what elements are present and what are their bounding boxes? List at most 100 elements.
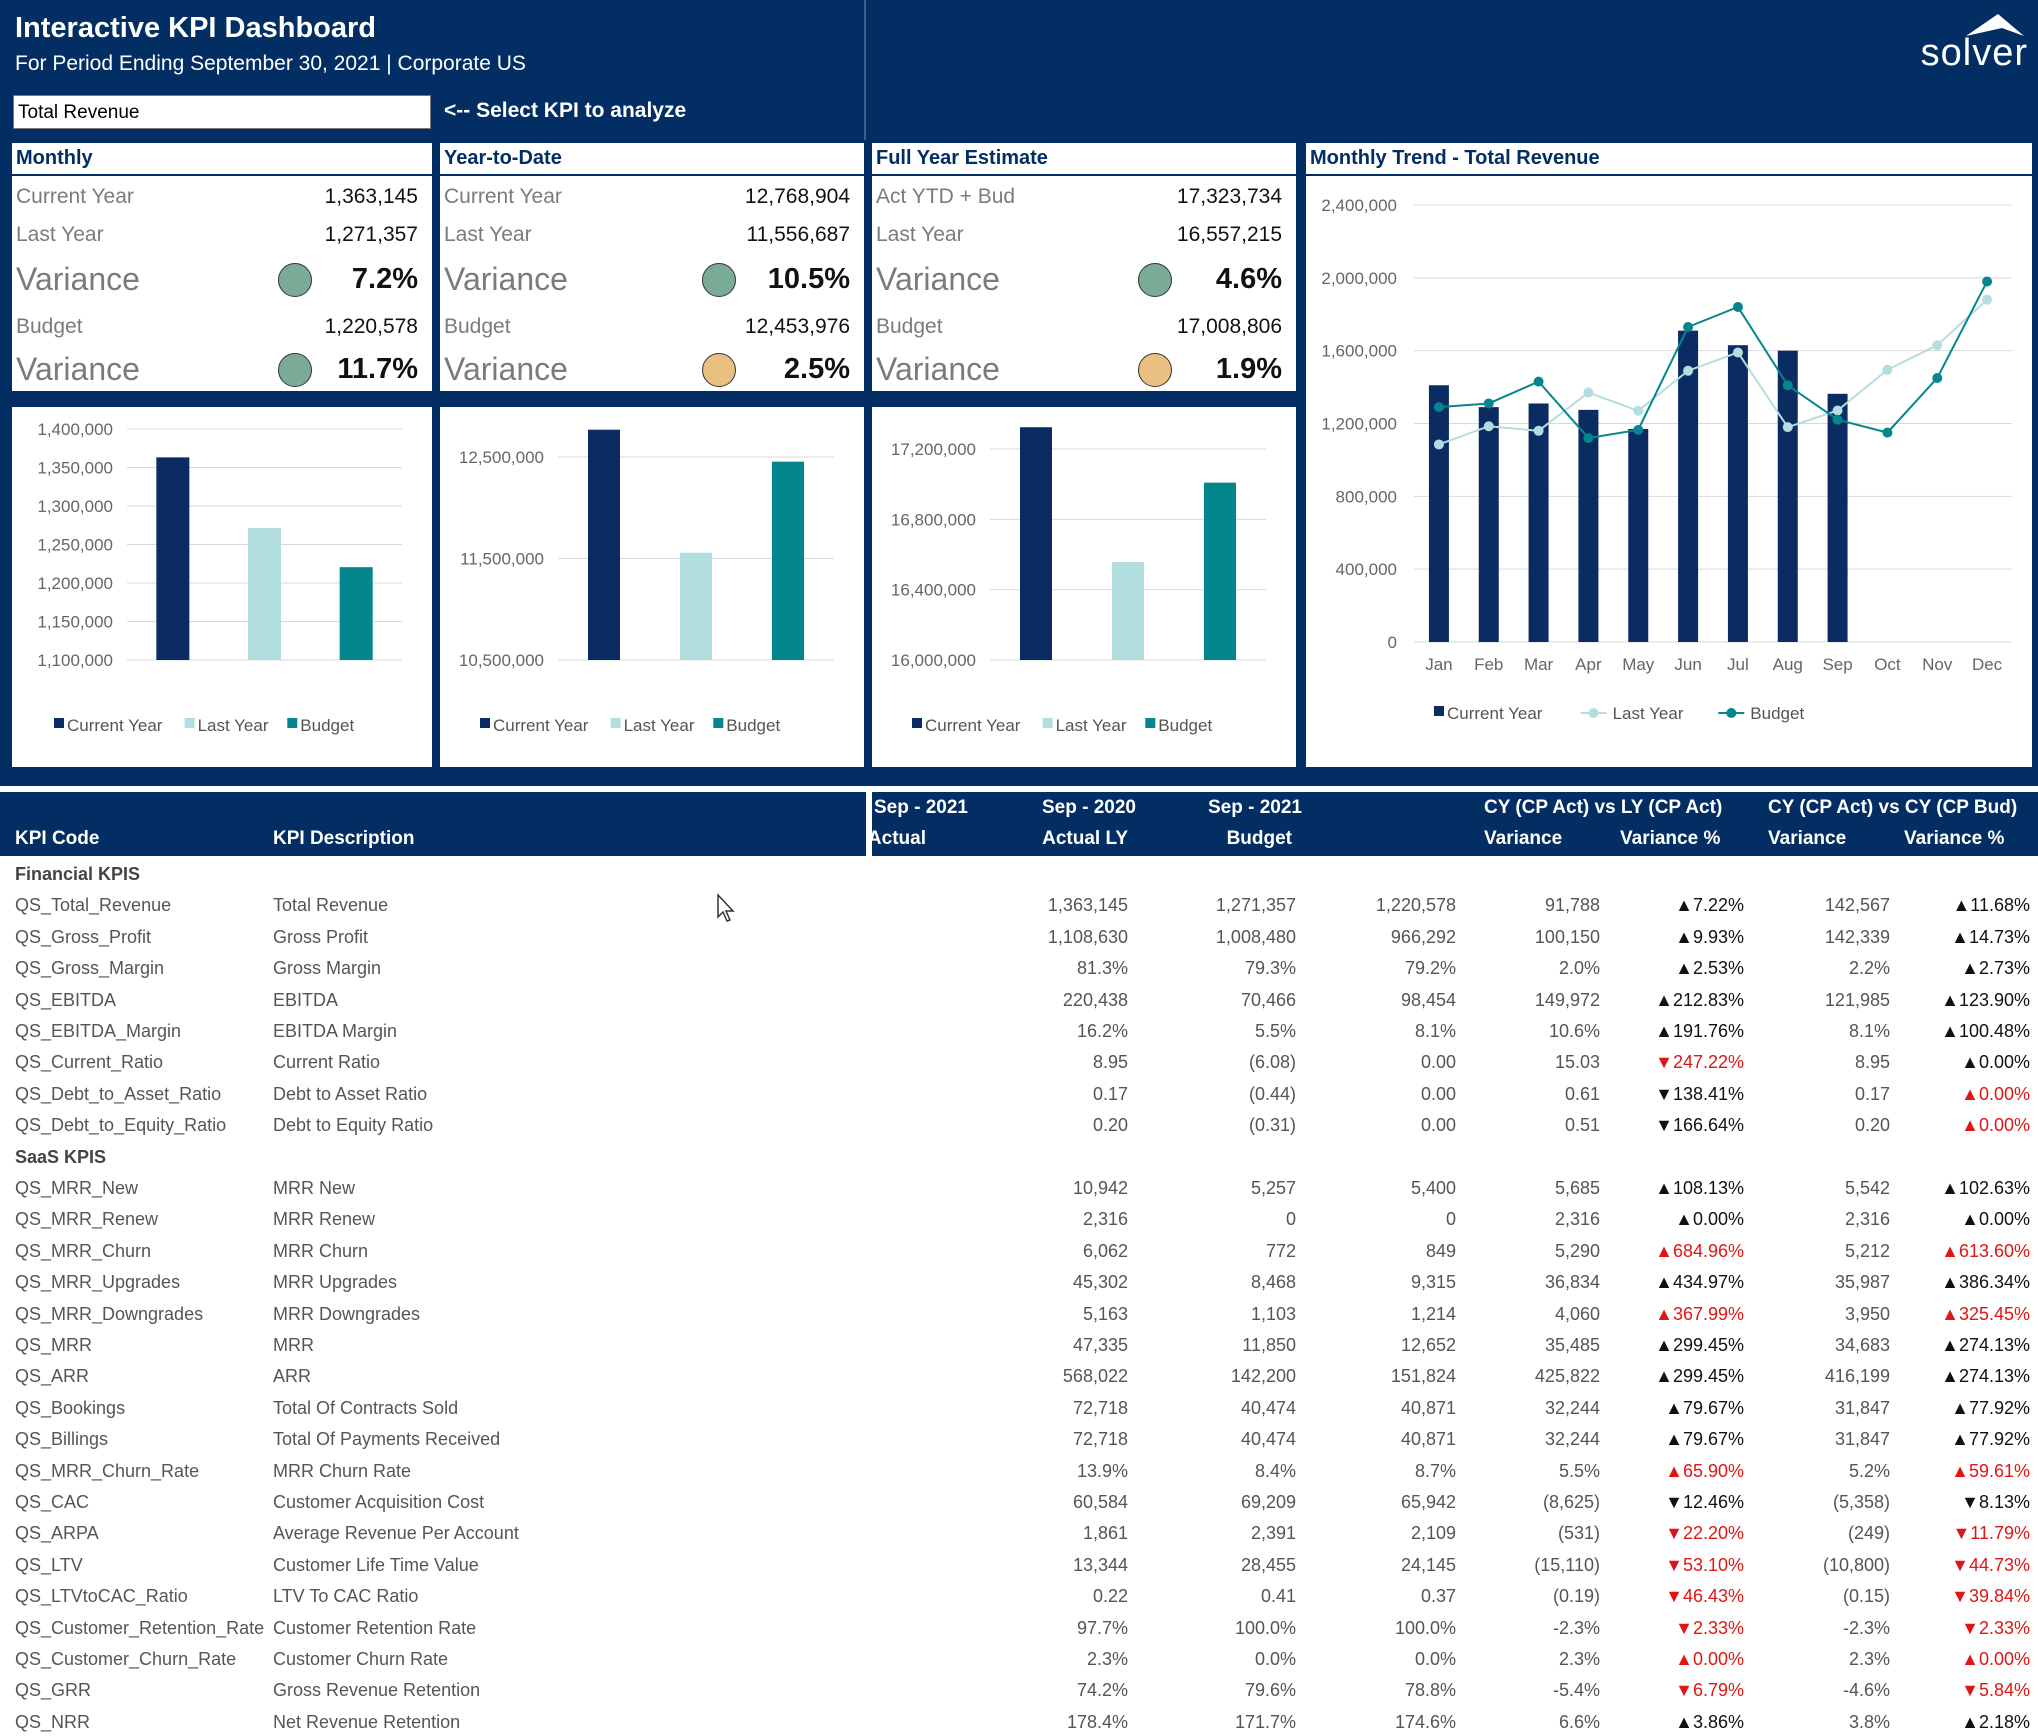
table-row[interactable]: QS_ARR ARR 568,022 142,200 151,824 425,822 ▲29…: [0, 1360, 2038, 1391]
col-variance-bud[interactable]: Variance: [1768, 828, 1847, 849]
point-budget[interactable]: [1583, 433, 1594, 444]
bar-last-year[interactable]: [680, 552, 712, 660]
actual-ly-cell: 69,209: [1240, 1492, 1296, 1512]
table-row[interactable]: QS_LTVtoCAC_Ratio LTV To CAC Ratio 0.22 0.4…: [0, 1580, 2038, 1611]
table-row[interactable]: QS_EBITDA_Margin EBITDA Margin 16.2% 5.5% 8.…: [0, 1015, 2038, 1046]
table-row[interactable]: QS_GRR Gross Revenue Retention 74.2% 79.6% 7…: [0, 1674, 2038, 1705]
point-budget[interactable]: [1533, 376, 1544, 387]
point-budget[interactable]: [1732, 301, 1743, 312]
table-row[interactable]: QS_MRR_New MRR New 10,942 5,257 5,400 5,685 ▲1…: [0, 1172, 2038, 1203]
col-variance-pct-bud[interactable]: Variance %: [1904, 828, 2005, 849]
point-last-year[interactable]: [1882, 364, 1893, 375]
bar-budget[interactable]: [1204, 482, 1236, 660]
variance-pct-bud-cell: ▼8.13%: [1961, 1492, 2030, 1512]
point-budget[interactable]: [1832, 414, 1843, 425]
actual-cell: 6,062: [1082, 1240, 1128, 1261]
table-row[interactable]: QS_MRR_Downgrades MRR Downgrades 5,163 1,10…: [0, 1298, 2038, 1329]
actual-cell: 72,718: [1072, 1429, 1128, 1450]
point-last-year[interactable]: [1683, 365, 1694, 376]
table-row[interactable]: QS_MRR_Churn MRR Churn 6,062 772 849 5,290 ▲68…: [0, 1235, 2038, 1266]
point-budget[interactable]: [1982, 276, 1993, 287]
table-row[interactable]: QS_Customer_Retention_Rate Customer Reten…: [0, 1612, 2038, 1643]
table-row[interactable]: QS_MRR_Upgrades MRR Upgrades 45,302 8,468 9,…: [0, 1266, 2038, 1297]
variance-bud-cell: 2.2%: [1848, 958, 1890, 979]
budget-row: Budget 17,008,806: [876, 311, 1282, 345]
bar-last-year[interactable]: [248, 528, 281, 660]
col-kpi-description[interactable]: KPI Description: [273, 828, 415, 849]
col-variance-ly[interactable]: Variance: [1484, 828, 1563, 849]
kpi-code-cell: QS_EBITDA: [15, 989, 117, 1010]
bar-current-year-jan[interactable]: [1428, 385, 1449, 642]
table-row[interactable]: QS_LTV Customer Life Time Value 13,344 28,4…: [0, 1549, 2038, 1580]
table-row[interactable]: QS_EBITDA EBITDA 220,438 70,466 98,454 149,97…: [0, 984, 2038, 1015]
table-row[interactable]: QS_Customer_Churn_Rate Customer Churn Rat…: [0, 1643, 2038, 1674]
budget-cell: 9,315: [1410, 1272, 1456, 1293]
point-budget[interactable]: [1932, 372, 1943, 383]
table-row[interactable]: QS_CAC Customer Acquisition Cost 60,584 69,…: [0, 1486, 2038, 1517]
bar-current-year-apr[interactable]: [1578, 409, 1599, 642]
bar-current-year-jul[interactable]: [1727, 345, 1748, 642]
bar-current-year-sep[interactable]: [1827, 393, 1848, 642]
bar-current-year[interactable]: [588, 429, 620, 660]
kpi-select-dropdown[interactable]: Total Revenue: [13, 95, 431, 129]
variance-label: Variance: [876, 261, 1000, 297]
table-row[interactable]: QS_MRR MRR 47,335 11,850 12,652 35,485 ▲299.45…: [0, 1329, 2038, 1360]
actual-cell: 8.95: [1092, 1052, 1128, 1073]
point-budget[interactable]: [1433, 402, 1444, 413]
bar-current-year[interactable]: [1020, 427, 1052, 660]
budget-cell: 8.7%: [1414, 1460, 1456, 1481]
point-last-year[interactable]: [1732, 347, 1743, 358]
variance-pct-bud-cell: ▲0.00%: [1961, 1649, 2030, 1669]
col-variance-pct-ly[interactable]: Variance %: [1620, 828, 1721, 849]
bar-current-year-may[interactable]: [1628, 428, 1649, 642]
table-row[interactable]: QS_ARPA Average Revenue Per Account 1,861 2…: [0, 1517, 2038, 1548]
bar-current-year-jun[interactable]: [1678, 330, 1699, 642]
point-budget[interactable]: [1483, 398, 1494, 409]
table-row[interactable]: QS_Debt_to_Equity_Ratio Debt to Equity Ra…: [0, 1109, 2038, 1140]
legend-label: Last Year: [1613, 704, 1684, 723]
point-last-year[interactable]: [1832, 405, 1843, 416]
point-last-year[interactable]: [1433, 439, 1444, 450]
bar-current-year-aug[interactable]: [1777, 350, 1798, 642]
point-last-year[interactable]: [1633, 405, 1644, 416]
actual-cell: 81.3%: [1076, 958, 1128, 979]
point-budget[interactable]: [1882, 427, 1893, 438]
point-last-year[interactable]: [1483, 421, 1494, 432]
bar-current-year[interactable]: [156, 457, 190, 660]
bar-last-year[interactable]: [1112, 562, 1144, 660]
point-budget[interactable]: [1683, 321, 1694, 332]
bar-current-year-feb[interactable]: [1478, 407, 1499, 642]
point-last-year[interactable]: [1533, 425, 1544, 436]
point-budget[interactable]: [1633, 424, 1644, 435]
bar-budget[interactable]: [772, 461, 804, 660]
point-last-year[interactable]: [1982, 294, 1993, 305]
table-row[interactable]: QS_Bookings Total Of Contracts Sold 72,718…: [0, 1392, 2038, 1423]
table-row[interactable]: QS_Debt_to_Asset_Ratio Debt to Asset Rati…: [0, 1078, 2038, 1109]
table-row[interactable]: QS_Gross_Margin Gross Margin 81.3% 79.3% 79.…: [0, 952, 2038, 983]
kpi-code-cell: QS_Gross_Margin: [15, 958, 165, 979]
variance-bud-cell: 31,847: [1834, 1429, 1890, 1450]
table-row[interactable]: QS_MRR_Churn_Rate MRR Churn Rate 13.9% 8.4%…: [0, 1455, 2038, 1486]
point-last-year[interactable]: [1782, 422, 1793, 433]
bar-budget[interactable]: [339, 567, 373, 660]
point-last-year[interactable]: [1932, 340, 1943, 351]
budget-cell: 1,220,578: [1375, 895, 1456, 916]
table-row[interactable]: QS_Gross_Profit Gross Profit 1,108,630 1,00…: [0, 921, 2038, 952]
col-actual-ly[interactable]: Actual LY: [1042, 828, 1128, 849]
table-row[interactable]: QS_Current_Ratio Current Ratio 8.95 (6.08) 0…: [0, 1046, 2038, 1077]
point-last-year[interactable]: [1583, 387, 1594, 398]
bar-current-year-mar[interactable]: [1528, 403, 1549, 642]
table-row[interactable]: QS_NRR Net Revenue Retention 178.4% 171.7% 1…: [0, 1706, 2038, 1736]
kpi-code-cell: QS_Total_Revenue: [15, 895, 172, 916]
kpi-description-cell: Customer Churn Rate: [273, 1649, 449, 1669]
col-budget[interactable]: Budget: [1226, 828, 1292, 849]
col-kpi-code[interactable]: KPI Code: [15, 828, 100, 849]
table-row[interactable]: QS_Billings Total Of Payments Received 72,…: [0, 1423, 2038, 1454]
col-actual[interactable]: Actual: [867, 828, 926, 849]
table-row[interactable]: QS_MRR_Renew MRR Renew 2,316 0 0 2,316 ▲0.00% 2…: [0, 1203, 2038, 1234]
variance-bud-cell: 142,567: [1824, 895, 1890, 916]
table-row[interactable]: QS_Total_Revenue Total Revenue 1,363,145 1,…: [0, 889, 2038, 920]
last-year-row: Last Year 16,557,215: [876, 219, 1282, 253]
y-tick-label: 1,400,000: [37, 420, 113, 439]
point-budget[interactable]: [1782, 380, 1793, 391]
